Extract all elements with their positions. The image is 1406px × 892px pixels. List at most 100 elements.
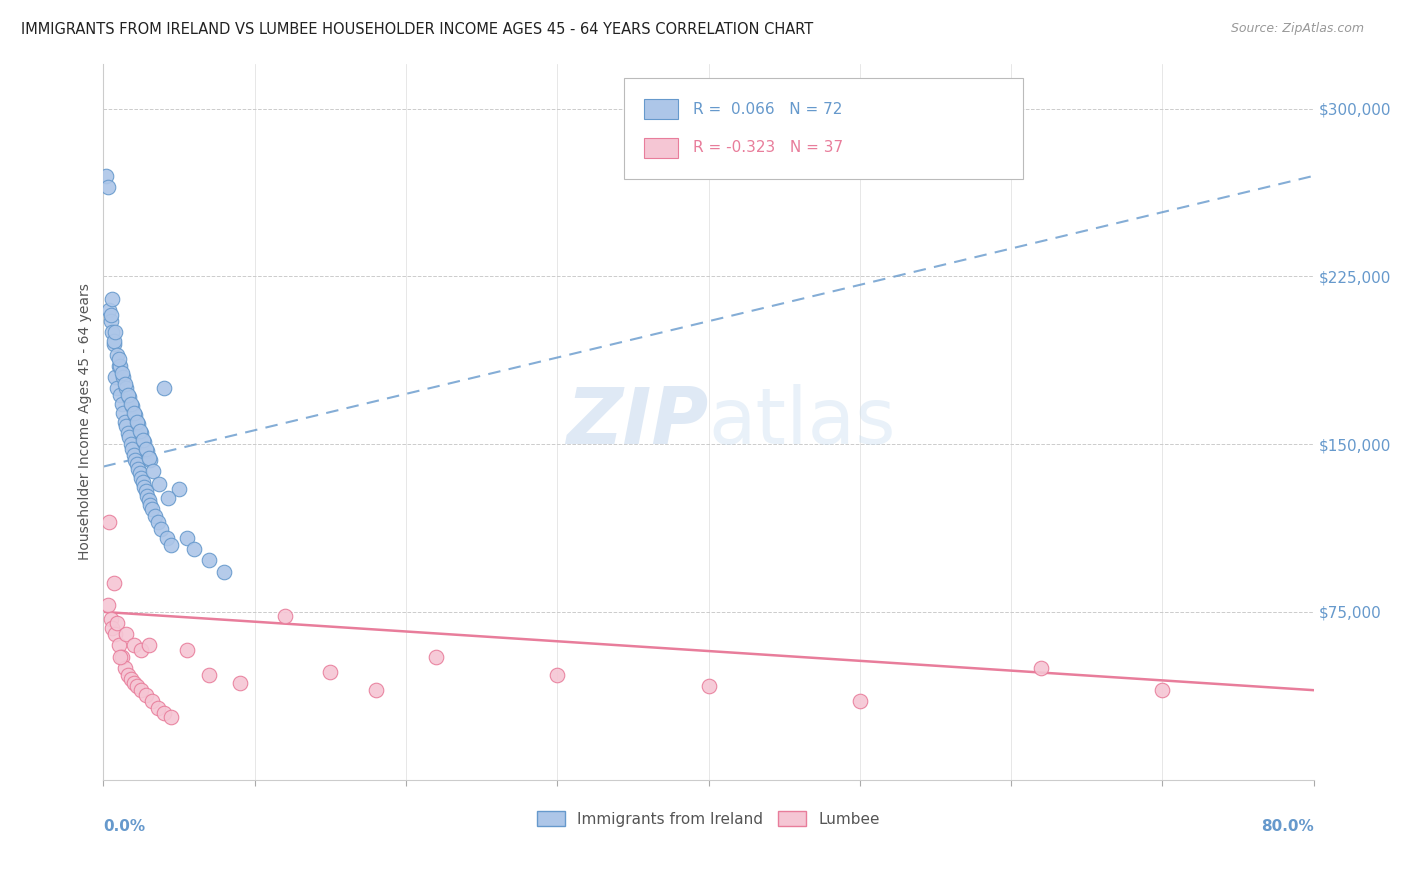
Point: [157, 491, 180, 505]
Point: [176, 531, 198, 545]
Point: [105, 616, 128, 631]
Point: [129, 425, 152, 440]
Point: [136, 489, 159, 503]
Point: [108, 359, 131, 373]
Point: [105, 348, 128, 362]
Point: [425, 649, 447, 664]
Text: IMMIGRANTS FROM IRELAND VS LUMBEE HOUSEHOLDER INCOME AGES 45 - 64 YEARS CORRELAT: IMMIGRANTS FROM IRELAND VS LUMBEE HOUSEH…: [21, 22, 813, 37]
Point: [101, 326, 124, 340]
Point: [183, 542, 205, 557]
Point: [121, 399, 143, 413]
Point: [101, 292, 124, 306]
Point: [136, 444, 159, 458]
Point: [110, 397, 132, 411]
Point: [176, 643, 198, 657]
Point: [138, 639, 160, 653]
Point: [135, 688, 157, 702]
Point: [118, 430, 141, 444]
Point: [143, 508, 166, 523]
Point: [115, 627, 138, 641]
Point: [125, 458, 148, 472]
Point: [104, 326, 127, 340]
Point: [153, 706, 176, 720]
Text: R = -0.323   N = 37: R = -0.323 N = 37: [693, 140, 844, 155]
Point: [135, 484, 157, 499]
Point: [122, 449, 145, 463]
Point: [139, 498, 162, 512]
Point: [107, 639, 129, 653]
Point: [122, 676, 145, 690]
Point: [117, 667, 139, 681]
Text: Source: ZipAtlas.com: Source: ZipAtlas.com: [1230, 22, 1364, 36]
Point: [115, 419, 138, 434]
Legend: Immigrants from Ireland, Lumbee: Immigrants from Ireland, Lumbee: [531, 805, 886, 833]
Point: [105, 381, 128, 395]
Point: [132, 433, 155, 447]
Point: [160, 710, 183, 724]
Text: 80.0%: 80.0%: [1261, 819, 1313, 834]
Text: R =  0.066   N = 72: R = 0.066 N = 72: [693, 102, 842, 117]
Point: [103, 334, 125, 349]
Point: [1031, 661, 1053, 675]
Point: [146, 701, 169, 715]
Point: [198, 553, 221, 567]
Bar: [644, 99, 678, 120]
Point: [101, 621, 124, 635]
Point: [132, 475, 155, 490]
Point: [141, 694, 163, 708]
Point: [134, 480, 156, 494]
Point: [107, 359, 129, 373]
Point: [112, 406, 135, 420]
Point: [118, 390, 141, 404]
Point: [100, 308, 122, 322]
Point: [124, 408, 146, 422]
Point: [141, 502, 163, 516]
Point: [146, 516, 169, 530]
Point: [120, 437, 142, 451]
Point: [198, 667, 221, 681]
Point: [319, 665, 342, 680]
Point: [103, 575, 125, 590]
Y-axis label: Householder Income Ages 45 - 64 years: Householder Income Ages 45 - 64 years: [79, 284, 93, 560]
Point: [122, 406, 145, 420]
Point: [124, 453, 146, 467]
Point: [120, 672, 142, 686]
Point: [153, 381, 176, 395]
Point: [112, 370, 135, 384]
Point: [97, 598, 120, 612]
Point: [697, 679, 720, 693]
Point: [849, 694, 872, 708]
Point: [96, 169, 118, 183]
Point: [104, 627, 127, 641]
Point: [103, 336, 125, 351]
Point: [160, 538, 183, 552]
Point: [125, 415, 148, 429]
Point: [214, 565, 236, 579]
Point: [104, 370, 127, 384]
Point: [128, 467, 150, 481]
Point: [114, 415, 136, 429]
Point: [142, 464, 165, 478]
Point: [121, 442, 143, 456]
Point: [120, 397, 142, 411]
Point: [167, 482, 190, 496]
Point: [138, 450, 160, 465]
Point: [97, 180, 120, 194]
Point: [148, 477, 170, 491]
Point: [138, 493, 160, 508]
Point: [110, 366, 132, 380]
Point: [98, 516, 121, 530]
Point: [129, 471, 152, 485]
Point: [107, 352, 129, 367]
Point: [127, 417, 149, 431]
Point: [134, 434, 156, 449]
Point: [122, 639, 145, 653]
Text: 0.0%: 0.0%: [104, 819, 145, 834]
Point: [129, 683, 152, 698]
Bar: [644, 137, 678, 158]
Text: atlas: atlas: [709, 384, 896, 460]
Point: [135, 442, 157, 456]
Point: [127, 462, 149, 476]
Point: [98, 303, 121, 318]
Point: [117, 425, 139, 440]
